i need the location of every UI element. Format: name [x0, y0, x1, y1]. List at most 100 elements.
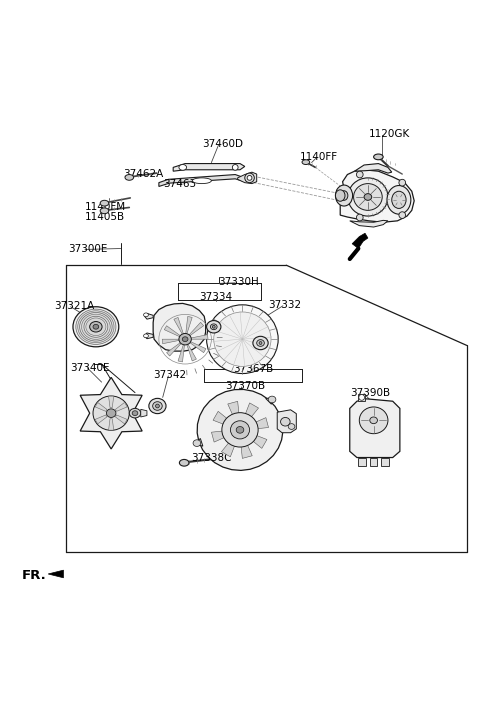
Ellipse shape	[100, 200, 109, 206]
Polygon shape	[95, 415, 107, 424]
Ellipse shape	[179, 165, 187, 170]
Text: 37463: 37463	[164, 179, 197, 189]
Bar	[381, 457, 389, 466]
Ellipse shape	[245, 173, 254, 182]
Text: 11405B: 11405B	[85, 211, 125, 221]
Text: 37300E: 37300E	[68, 243, 108, 254]
Ellipse shape	[90, 322, 102, 332]
Ellipse shape	[336, 185, 353, 206]
Ellipse shape	[93, 325, 99, 329]
Polygon shape	[246, 418, 268, 430]
Text: 1140FF: 1140FF	[300, 152, 338, 162]
Ellipse shape	[236, 426, 244, 433]
Ellipse shape	[357, 214, 363, 221]
Ellipse shape	[144, 313, 148, 317]
Text: 37462A: 37462A	[123, 168, 163, 179]
Text: 37334: 37334	[199, 292, 233, 302]
Polygon shape	[265, 398, 274, 404]
Polygon shape	[350, 399, 400, 457]
Polygon shape	[162, 339, 181, 344]
Polygon shape	[340, 170, 414, 222]
Ellipse shape	[73, 307, 119, 347]
Text: 1120GK: 1120GK	[369, 129, 410, 139]
Ellipse shape	[360, 407, 388, 433]
Polygon shape	[186, 342, 196, 361]
Ellipse shape	[281, 417, 290, 426]
Ellipse shape	[387, 185, 411, 214]
Polygon shape	[108, 419, 114, 430]
Polygon shape	[144, 313, 153, 319]
Polygon shape	[108, 396, 114, 407]
Ellipse shape	[76, 309, 116, 344]
Ellipse shape	[84, 316, 108, 337]
Polygon shape	[221, 435, 238, 457]
Ellipse shape	[230, 421, 250, 439]
Text: 37460D: 37460D	[202, 139, 243, 149]
Ellipse shape	[257, 339, 264, 346]
Polygon shape	[95, 402, 107, 411]
Ellipse shape	[107, 409, 116, 417]
Ellipse shape	[399, 212, 406, 218]
Ellipse shape	[129, 409, 141, 418]
Polygon shape	[245, 432, 267, 448]
Polygon shape	[355, 163, 392, 173]
Ellipse shape	[354, 184, 382, 211]
Polygon shape	[174, 317, 184, 336]
Ellipse shape	[288, 423, 295, 429]
Text: 37367B: 37367B	[233, 364, 273, 374]
Text: 37330H: 37330H	[218, 277, 259, 287]
Ellipse shape	[340, 191, 348, 200]
Text: 37321A: 37321A	[54, 300, 94, 311]
Ellipse shape	[182, 337, 188, 341]
Polygon shape	[352, 233, 368, 249]
Text: 37342: 37342	[153, 370, 186, 380]
Ellipse shape	[206, 320, 221, 333]
Polygon shape	[167, 341, 182, 356]
Ellipse shape	[373, 154, 383, 160]
Bar	[370, 457, 377, 466]
Ellipse shape	[247, 175, 252, 180]
Polygon shape	[213, 411, 235, 428]
Ellipse shape	[86, 318, 106, 336]
Polygon shape	[194, 438, 203, 446]
Polygon shape	[212, 430, 234, 442]
Polygon shape	[80, 378, 142, 449]
Polygon shape	[173, 163, 245, 171]
Ellipse shape	[100, 208, 109, 214]
Polygon shape	[144, 333, 153, 339]
Polygon shape	[359, 394, 365, 401]
Text: 37390B: 37390B	[350, 387, 390, 397]
Ellipse shape	[125, 175, 133, 180]
Ellipse shape	[156, 404, 159, 408]
Ellipse shape	[302, 160, 310, 165]
Ellipse shape	[336, 189, 345, 201]
Text: 37332: 37332	[269, 300, 302, 310]
Text: 37340E: 37340E	[71, 363, 110, 373]
Polygon shape	[178, 343, 185, 362]
Ellipse shape	[253, 337, 268, 350]
Polygon shape	[141, 409, 147, 417]
Polygon shape	[159, 175, 245, 187]
Polygon shape	[228, 402, 240, 423]
Polygon shape	[116, 415, 127, 424]
Text: FR.: FR.	[22, 569, 46, 582]
Ellipse shape	[82, 314, 110, 339]
Ellipse shape	[392, 192, 406, 209]
Ellipse shape	[357, 171, 363, 178]
Ellipse shape	[192, 178, 211, 184]
Polygon shape	[188, 341, 206, 353]
Text: 1140FM: 1140FM	[85, 202, 126, 213]
Polygon shape	[197, 390, 283, 470]
Ellipse shape	[259, 341, 262, 344]
Ellipse shape	[212, 325, 215, 328]
Ellipse shape	[214, 312, 271, 366]
Polygon shape	[153, 303, 205, 351]
Ellipse shape	[370, 417, 377, 423]
Polygon shape	[116, 402, 127, 411]
Ellipse shape	[268, 396, 276, 403]
Ellipse shape	[364, 194, 372, 200]
Ellipse shape	[222, 413, 258, 447]
Ellipse shape	[359, 395, 364, 400]
Ellipse shape	[179, 334, 192, 345]
Ellipse shape	[232, 165, 238, 170]
